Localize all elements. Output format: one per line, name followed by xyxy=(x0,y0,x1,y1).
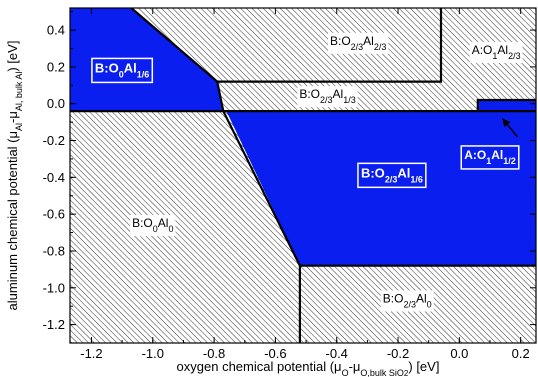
y-tick-label: -0.4 xyxy=(43,170,65,185)
y-tick-label: 0.4 xyxy=(47,23,65,38)
label-o2-3-al2-3: B:O2/3Al2/3 xyxy=(327,32,389,54)
region-B-O2/3-Al1/6 xyxy=(226,111,536,266)
label-o2-3-al1-6: B:O2/3Al1/6 xyxy=(357,162,427,189)
y-tick-label: 0.2 xyxy=(47,59,65,74)
x-tick-label: 0.2 xyxy=(512,346,530,361)
x-tick-label: -0.6 xyxy=(264,346,286,361)
plot-area xyxy=(70,8,536,343)
x-tick-label: -1.2 xyxy=(80,346,102,361)
region-labels: B:O2/3Al2/3 A:O1Al2/3 B:O0Al1/6 B:O2/3Al1/3… xyxy=(91,32,523,312)
svg-text:A:O1Al1/2: A:O1Al1/2 xyxy=(464,148,516,166)
y-tick-label: -0.8 xyxy=(43,243,65,258)
x-tick-label: 0.0 xyxy=(450,346,468,361)
x-tick-label: -1.0 xyxy=(142,346,164,361)
y-axis-label: aluminum chemical potential (μAl-μAl, bu… xyxy=(5,41,24,311)
y-tick-label: -1.0 xyxy=(43,280,65,295)
region-A-O1-Al1/2 xyxy=(477,100,536,112)
y-tick-label: -1.2 xyxy=(43,317,65,332)
boundary-b2 xyxy=(217,8,443,83)
boundary-b5 xyxy=(476,98,536,112)
x-axis-label: oxygen chemical potential (μO-μO,bulk Si… xyxy=(177,359,440,377)
svg-text:B:O0Al1/6: B:O0Al1/6 xyxy=(95,60,149,79)
svg-text:A:O1Al2/3: A:O1Al2/3 xyxy=(472,43,521,61)
plot-frame xyxy=(69,7,537,344)
label-o2-3-al0: B:O2/3Al0 xyxy=(380,290,434,312)
axes: -1.2 -1.0 -0.8 -0.6 -0.4 -0.2 0.0 0.2 0.4 0.2 0.0 -… xyxy=(5,7,537,377)
y-tick-label: -0.2 xyxy=(43,133,65,148)
label-o1-al1-2: A:O1Al1/2 xyxy=(460,145,520,170)
callout-arrow-head xyxy=(502,118,511,128)
label-o0-al0: B:O0Al0 xyxy=(130,215,176,237)
label-o1-al2-3: A:O1Al2/3 xyxy=(469,42,523,64)
svg-text:B:O2/3Al1/6: B:O2/3Al1/6 xyxy=(361,165,423,184)
svg-text:B:O2/3Al0: B:O2/3Al0 xyxy=(383,292,432,310)
y-tick-label: -0.6 xyxy=(43,207,65,222)
svg-text:B:O2/3Al2/3: B:O2/3Al2/3 xyxy=(330,34,386,52)
svg-text:B:O0Al0: B:O0Al0 xyxy=(132,216,173,234)
x-tick-label: -0.2 xyxy=(387,346,409,361)
label-o2-3-al1-3: B:O2/3Al1/3 xyxy=(297,86,358,108)
x-tick-label: -0.4 xyxy=(326,346,348,361)
y-tick-label: 0.0 xyxy=(47,96,65,111)
x-tick-label: -0.8 xyxy=(203,346,225,361)
label-o0-al1-6: B:O0Al1/6 xyxy=(91,57,154,84)
svg-text:B:O2/3Al1/3: B:O2/3Al1/3 xyxy=(299,87,355,105)
